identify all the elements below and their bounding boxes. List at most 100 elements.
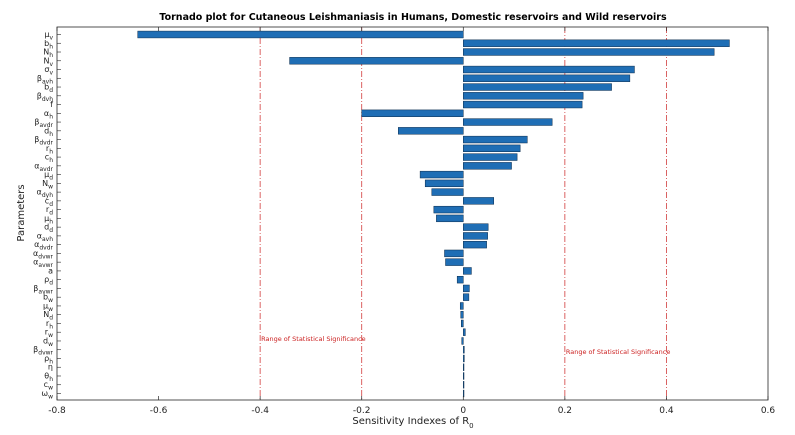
bar-37 (463, 354, 465, 363)
y-tick-label-17: Nw (42, 179, 53, 191)
bar-31 (459, 302, 464, 310)
bar-23 (463, 232, 488, 240)
y-tick-label-8: f (50, 100, 53, 109)
bar-32 (460, 311, 464, 319)
bar-9 (361, 109, 464, 117)
y-tick-label-21: μh (44, 214, 53, 226)
bar-4 (463, 65, 635, 74)
y-tick-label-23: αavh (37, 231, 54, 243)
x-tick-label-0: -0.8 (48, 406, 66, 416)
y-tick-label-35: dw (43, 336, 53, 348)
bar-2 (463, 48, 715, 56)
bar-18 (431, 188, 464, 196)
y-tick-label-29: βavwr (33, 284, 53, 296)
bar-24 (463, 240, 487, 249)
y-tick-label-36: βdvwr (33, 345, 53, 357)
y-tick-label-2: Nh (43, 48, 53, 60)
significance-lines (259, 27, 667, 400)
y-tick-label-38: η (48, 363, 53, 372)
bar-5 (463, 74, 631, 82)
y-axis-ticks: μvbhNhNvσvβavhbdβdvhfαhβavdrdhβdvdrrhchα… (33, 30, 61, 401)
x-tick-label-5: 0.2 (558, 406, 572, 416)
x-tick-label-7: 0.6 (761, 406, 776, 416)
y-tick-label-25: αdvwr (33, 249, 54, 261)
y-tick-label-30: bw (43, 293, 53, 305)
y-tick-label-3: Nv (43, 56, 53, 68)
y-tick-label-10: βavdr (34, 118, 53, 130)
bar-16 (419, 170, 464, 179)
bar-38 (463, 363, 465, 371)
bar-7 (463, 92, 584, 100)
y-tick-label-41: ωw (41, 389, 53, 401)
bar-28 (456, 276, 464, 284)
significance-annotation-0: Range of Statistical Significance (261, 335, 366, 343)
bar-40 (463, 381, 465, 389)
bar-39 (463, 372, 465, 380)
bar-21 (436, 214, 464, 223)
y-tick-label-15: αavdr (34, 161, 53, 173)
bar-34 (463, 328, 466, 336)
y-tick-label-9: αh (44, 109, 53, 121)
bar-26 (445, 258, 464, 266)
bar-6 (463, 83, 612, 91)
bar-30 (463, 293, 470, 301)
y-tick-label-20: rd (46, 205, 53, 217)
y-tick-label-31: μw (43, 301, 53, 313)
y-tick-label-33: rh (46, 319, 53, 331)
y-tick-label-0: μv (44, 30, 53, 42)
y-tick-label-4: σv (44, 65, 53, 77)
bar-3 (289, 57, 464, 65)
bar-11 (398, 127, 464, 135)
annotations: Range of Statistical Significance Range o… (261, 335, 670, 356)
bar-29 (463, 284, 470, 293)
plot-area (56, 26, 769, 401)
x-tick-label-6: 0.4 (659, 406, 674, 416)
bar-33 (461, 319, 464, 328)
x-axis-ticks: -0.8 -0.6 -0.4 -0.2 0 0.2 0.4 0.6 (48, 27, 775, 416)
y-tick-label-16: μd (44, 170, 53, 182)
bar-12 (463, 135, 528, 144)
bar-20 (433, 205, 464, 214)
y-tick-label-11: dh (44, 126, 53, 138)
y-tick-label-28: ρd (44, 275, 53, 287)
bar-36 (463, 346, 465, 354)
x-tick-label-4: 0 (460, 406, 466, 416)
x-tick-label-1: -0.6 (150, 406, 168, 416)
bar-35 (461, 337, 464, 345)
y-tick-label-26: αavwr (33, 258, 53, 270)
y-tick-label-7: βdvh (37, 91, 53, 103)
y-tick-label-34: rw (45, 328, 53, 340)
y-tick-label-12: βdvdr (34, 135, 53, 147)
bar-0 (137, 30, 464, 39)
chart-title: Tornado plot for Cutaneous Leishmaniasis… (159, 12, 667, 23)
y-tick-label-22: dd (44, 223, 53, 235)
y-tick-label-18: αdyh (37, 188, 54, 200)
bar-17 (424, 179, 464, 188)
bars (137, 30, 730, 398)
bar-41 (463, 389, 465, 398)
y-tick-label-19: cd (45, 196, 53, 208)
x-tick-label-3: -0.2 (353, 406, 371, 416)
y-tick-label-5: βavh (37, 74, 53, 86)
y-tick-label-39: θh (44, 371, 53, 383)
y-tick-label-6: bd (44, 83, 53, 95)
bar-1 (463, 39, 730, 47)
bar-22 (463, 223, 489, 231)
y-tick-label-1: bh (44, 39, 53, 51)
y-tick-label-14: ch (45, 153, 53, 165)
y-tick-label-24: αdvdr (34, 240, 53, 252)
x-tick-label-2: -0.4 (251, 406, 269, 416)
y-tick-label-40: cw (44, 380, 53, 392)
y-tick-label-32: Nd (43, 310, 53, 322)
significance-annotation-1: Range of Statistical Significance (566, 348, 671, 356)
bar-8 (463, 100, 583, 109)
x-axis-label: Sensitivity Indexes of R0 (352, 416, 473, 430)
bar-14 (463, 153, 518, 161)
y-tick-label-37: ρh (44, 354, 53, 366)
bar-15 (463, 162, 512, 170)
bar-19 (463, 197, 495, 205)
bar-13 (463, 144, 521, 152)
bar-27 (463, 267, 472, 275)
y-tick-label-13: rh (46, 144, 53, 156)
bar-25 (444, 249, 464, 258)
